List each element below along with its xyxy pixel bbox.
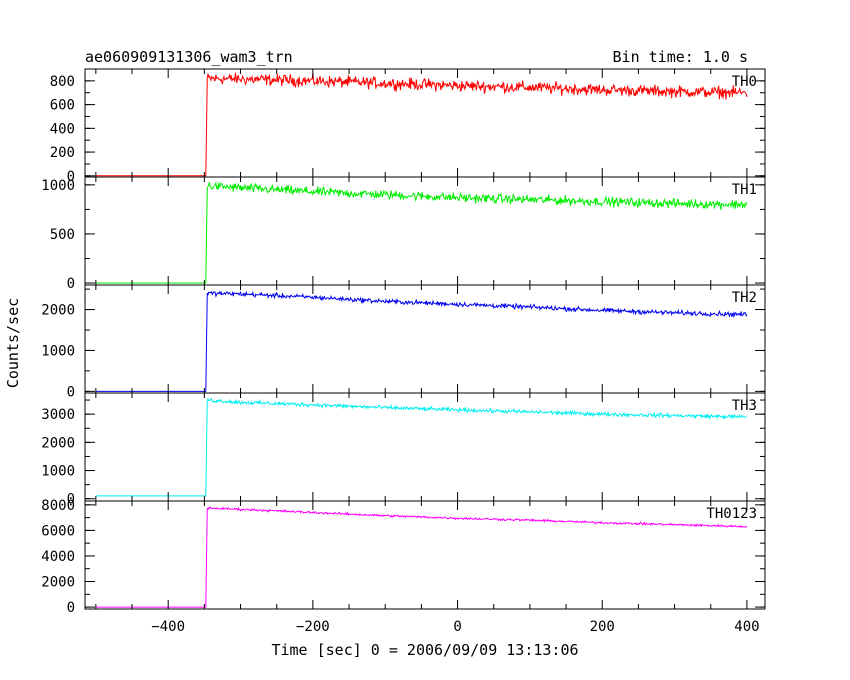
series-line-th3	[95, 397, 748, 497]
panel-th0: 0 200 400 600 800 TH0	[50, 68, 766, 185]
series-label-th0: TH0	[732, 74, 757, 90]
x-tick-label: 200	[590, 619, 615, 635]
panel-th3: 0 1000 2000 3000 TH3	[41, 392, 766, 508]
series-label-th2: TH2	[732, 290, 757, 306]
y-tick-label: 2000	[41, 435, 75, 451]
x-tick-label: −200	[296, 619, 330, 635]
x-axis-label: Time [sec] 0 = 2006/09/09 13:13:06	[271, 641, 578, 659]
y-tick-label: 0	[67, 492, 75, 508]
y-tick-label: 0	[67, 600, 75, 616]
y-tick-label: 1000	[41, 178, 75, 194]
y-tick-label: 1000	[41, 343, 75, 359]
series-line-th2	[95, 290, 748, 392]
series-label-th3: TH3	[732, 398, 757, 414]
x-tick-label: 400	[734, 619, 759, 635]
x-tick-label: −400	[151, 619, 185, 635]
y-tick-label: 200	[50, 145, 75, 161]
panel-frame	[84, 284, 766, 394]
series-line-th1	[95, 181, 748, 284]
series-line-th0123	[95, 506, 748, 608]
y-tick-label: 0	[67, 276, 75, 292]
y-tick-label: 1000	[41, 464, 75, 480]
bin-time-label: Bin time: 1.0 s	[613, 48, 748, 66]
y-tick-label: 0	[67, 384, 75, 400]
y-tick-label: 600	[50, 98, 75, 114]
panel-th2: 0 1000 2000 TH2	[41, 284, 766, 400]
panel-th1: 0 500 1000 TH1	[41, 176, 766, 292]
panel-th0123: 0 2000 4000 6000 8000 TH0123	[41, 498, 766, 616]
y-tick-label: 2000	[41, 575, 75, 591]
series-label-th1: TH1	[732, 182, 757, 198]
y-tick-label: 400	[50, 121, 75, 137]
chart-title: ae060909131306_wam3_trn	[85, 48, 293, 66]
series-label-th0123: TH0123	[706, 506, 757, 522]
y-tick-label: 0	[67, 169, 75, 185]
y-tick-label: 500	[50, 227, 75, 243]
y-tick-label: 6000	[41, 523, 75, 539]
series-line-th0	[95, 72, 748, 177]
y-tick-label: 4000	[41, 549, 75, 565]
y-axis-label: Counts/sec	[4, 298, 22, 388]
y-tick-label: 2000	[41, 303, 75, 319]
y-tick-label: 8000	[41, 498, 75, 514]
y-tick-label: 3000	[41, 407, 75, 423]
x-tick-label: 0	[453, 619, 461, 635]
panel-frame	[84, 500, 766, 610]
panel-frame	[84, 68, 766, 178]
panel-frame	[84, 176, 766, 286]
y-tick-label: 800	[50, 74, 75, 90]
